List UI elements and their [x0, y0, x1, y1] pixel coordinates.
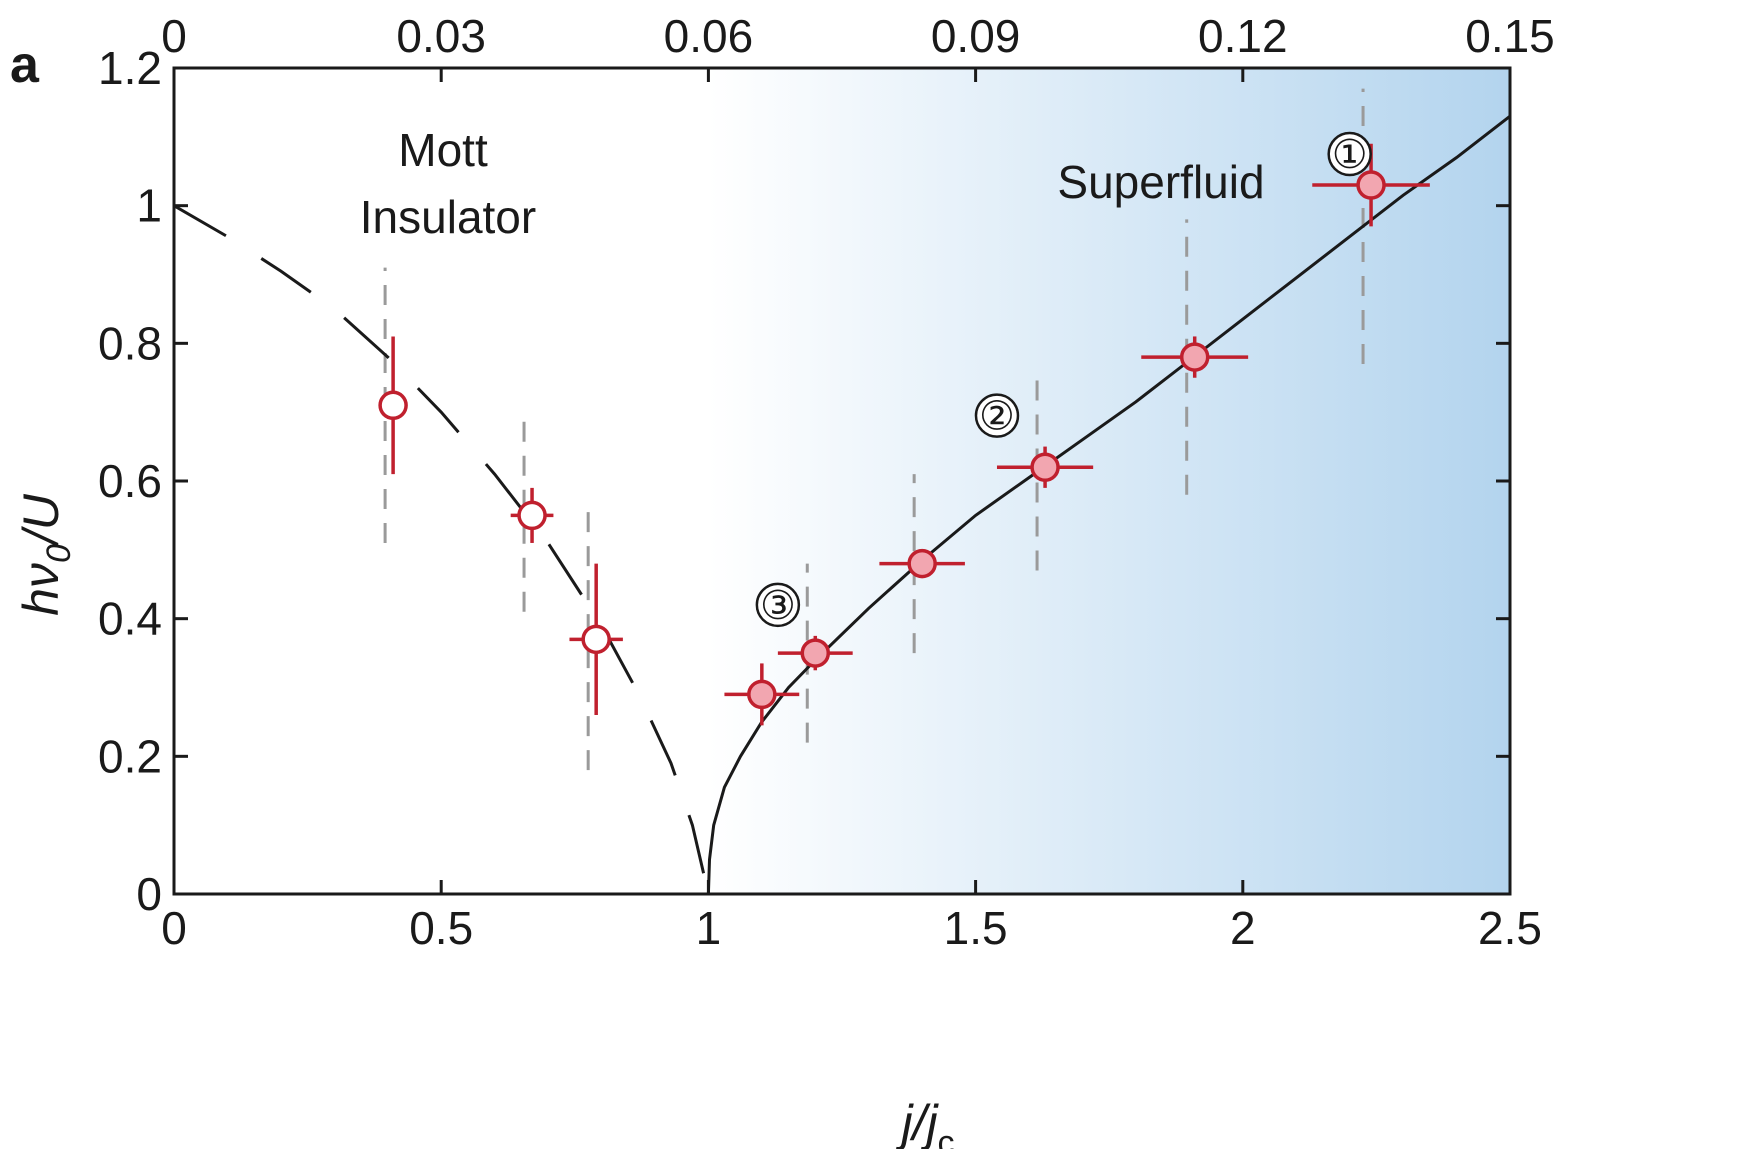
- top-tick-label: 0.15: [1465, 10, 1555, 62]
- y-tick-label: 0.6: [98, 455, 162, 507]
- open-data-point: [517, 500, 547, 531]
- superfluid-region-shading: [708, 68, 1510, 894]
- mott-insulator-label-line2: Insulator: [360, 191, 536, 243]
- y-tick-label: 1: [136, 180, 162, 232]
- plot-frame: [172, 66, 1512, 896]
- y-tick-label: 0.2: [98, 730, 162, 782]
- annotation-circle: [1327, 131, 1372, 177]
- top-tick-label: 0.09: [931, 10, 1021, 62]
- tick-labels: 0 0.5 1 1.5 2 2.5 0 0.03 0.06 0.09 0.12 0.15 0 0.2 0.4…: [98, 10, 1555, 954]
- mott-insulator-label-line1: Mott: [398, 124, 488, 176]
- top-tick-label: 0.03: [396, 10, 486, 62]
- filled-data-point: [907, 548, 937, 579]
- filled-data-point: [800, 638, 831, 668]
- annotation-number: ③: [760, 584, 796, 628]
- top-tick-label: 0.12: [1198, 10, 1288, 62]
- top-tick-label: 0.06: [664, 10, 754, 62]
- x-axis-title-main: j/j: [895, 1095, 939, 1149]
- annotation-circle: [755, 582, 801, 628]
- annotation-circle: [974, 393, 1020, 438]
- annotation-number: ②: [979, 395, 1015, 439]
- y-tick-label: 0.4: [98, 593, 162, 645]
- panel-letter: a: [10, 36, 40, 94]
- filled-data-point: [1179, 342, 1210, 372]
- data-markers: [378, 170, 1386, 710]
- x-tick-label: 1: [696, 902, 722, 954]
- theory-curves: [173, 115, 1511, 895]
- open-data-point: [378, 390, 408, 421]
- x-axis-title: j/jc: [895, 1095, 954, 1149]
- filled-data-point: [747, 679, 777, 710]
- x-axis-title-sub: c: [938, 1124, 955, 1149]
- y-tick-label: 1.2: [98, 42, 162, 94]
- y-axis-title-suffix: /U: [13, 493, 69, 547]
- mott-theory-dashed-curve: [173, 204, 710, 895]
- x-tick-label: 2.5: [1478, 902, 1542, 954]
- y-tick-label: 0.8: [98, 317, 162, 369]
- x-tick-label: 0.5: [409, 902, 473, 954]
- y-axis-title-main: hν: [13, 563, 69, 616]
- point-annotations: ① ② ③: [755, 131, 1372, 628]
- superfluid-theory-curve: [706, 115, 1511, 895]
- x-tick-label: 1.5: [944, 902, 1008, 954]
- filled-data-point: [1030, 452, 1060, 482]
- x-tick-label: 2: [1230, 902, 1256, 954]
- y-axis-title: hν0/U: [13, 493, 78, 616]
- x-tick-label: 0: [161, 902, 187, 954]
- annotation-number: ①: [1332, 133, 1368, 177]
- top-tick-label: 0: [161, 10, 187, 62]
- y-axis-title-sub: 0: [40, 544, 78, 563]
- y-tick-label: 0: [136, 868, 162, 920]
- open-data-point: [581, 624, 611, 655]
- superfluid-label: Superfluid: [1057, 156, 1264, 208]
- filled-data-point: [1356, 170, 1386, 200]
